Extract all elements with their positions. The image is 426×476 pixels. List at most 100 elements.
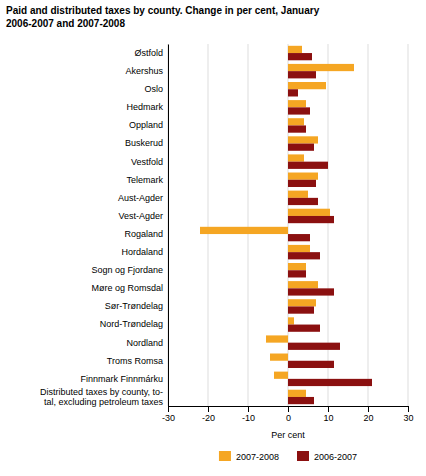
y-tick: Sogn og Fjordane <box>91 265 168 275</box>
y-tick-label: Rogaland <box>124 229 163 239</box>
y-tick-label-line: Oslo <box>144 84 163 94</box>
y-tick-label-line: Telemark <box>126 175 163 185</box>
y-tick: Oppland <box>129 120 168 130</box>
bar <box>288 216 334 223</box>
legend: 2007-2008 2006-2007 <box>219 451 357 462</box>
legend-label: 2007-2008 <box>236 452 279 462</box>
y-tick-label-line: Nord-Trøndelag <box>100 319 163 329</box>
x-tick: -20 <box>202 406 215 423</box>
y-tick: Akershus <box>125 66 168 76</box>
grid-line <box>208 44 209 406</box>
bar <box>288 245 310 252</box>
bar <box>288 288 334 295</box>
x-axis-title: Per cent <box>271 430 305 440</box>
y-tick-label-line: Hordaland <box>121 247 163 257</box>
y-tick-label-line: Rogaland <box>124 229 163 239</box>
title-line: Paid and distributed taxes by county. Ch… <box>6 5 320 16</box>
bar-series <box>200 46 354 397</box>
x-tick: 10 <box>323 406 333 423</box>
bar <box>288 173 318 180</box>
x-tick: 30 <box>403 406 413 423</box>
legend-item: 2006-2007 <box>297 451 357 462</box>
bar <box>266 335 288 342</box>
y-tick-label: Akershus <box>125 66 163 76</box>
x-tick: -30 <box>162 406 175 423</box>
y-tick-label: Troms Romsa <box>107 356 163 366</box>
x-tick-mark <box>368 406 369 412</box>
bar <box>288 270 306 277</box>
bar <box>288 325 320 332</box>
y-tick: Oslo <box>144 84 168 94</box>
bar <box>288 234 310 241</box>
bar <box>288 209 330 216</box>
y-tick: Møre og Romsdal <box>91 283 168 293</box>
y-axis: Østfold Akershus Oslo Hedmark Oppland Buskeru… <box>40 45 168 407</box>
x-tick-label: 20 <box>363 413 373 423</box>
grid-line <box>288 44 289 406</box>
grid <box>168 44 408 406</box>
bar <box>288 136 318 143</box>
bar <box>288 89 298 96</box>
x-tick: -10 <box>242 406 255 423</box>
y-tick-label: Distributed taxes by county, to-tal, exc… <box>40 387 163 407</box>
bar <box>288 343 340 350</box>
bar <box>288 162 328 169</box>
y-tick-label: Vest-Agder <box>118 211 163 221</box>
bar <box>274 372 288 379</box>
grid-line <box>408 44 409 406</box>
y-tick-label-line: Distributed taxes by county, to- <box>40 387 163 397</box>
x-tick-label: 30 <box>403 413 413 423</box>
y-tick-label: Nord-Trøndelag <box>100 319 163 329</box>
y-tick-label-line: Vestfold <box>131 157 163 167</box>
bar <box>288 397 314 404</box>
x-axis: -30 -20 -10 0 10 20 30 <box>162 406 414 423</box>
bar <box>288 252 320 259</box>
plot-area: -30 -20 -10 0 10 20 30 Østfold Akershus Oslo Hedma… <box>40 44 413 440</box>
bar <box>288 154 304 161</box>
y-tick-label: Møre og Romsdal <box>91 283 163 293</box>
bar <box>288 390 306 397</box>
bar <box>288 107 310 114</box>
x-tick-label: -30 <box>162 413 175 423</box>
y-tick: Troms Romsa <box>107 356 168 366</box>
bar <box>270 354 288 361</box>
y-tick: Sør-Trøndelag <box>105 301 168 311</box>
x-tick: 0 <box>286 406 291 423</box>
y-tick-label-line: Nordland <box>126 338 163 348</box>
legend-swatch <box>297 451 309 461</box>
legend-item: 2007-2008 <box>219 451 279 462</box>
x-tick: 20 <box>363 406 373 423</box>
y-axis-line <box>168 45 169 407</box>
title-line: 2006-2007 and 2007-2008 <box>6 18 125 29</box>
y-tick: Telemark <box>126 175 168 185</box>
x-tick-mark <box>168 406 169 412</box>
y-tick-label: Oslo <box>144 84 163 94</box>
y-tick: Distributed taxes by county, to-tal, exc… <box>40 387 168 407</box>
y-tick: Finnmark Finnmárku <box>80 374 168 384</box>
y-tick-label: Sør-Trøndelag <box>105 301 163 311</box>
bar <box>288 125 306 132</box>
y-tick-label: Aust-Agder <box>118 193 163 203</box>
grid-line <box>168 44 169 406</box>
chart-svg: Paid and distributed taxes by county. Ch… <box>0 0 426 476</box>
bar <box>288 46 302 53</box>
y-tick: Nordland <box>126 338 168 348</box>
bar <box>288 180 316 187</box>
y-tick-label: Hordaland <box>121 247 163 257</box>
bar <box>288 71 316 78</box>
bar <box>288 198 318 205</box>
bar-series <box>288 53 372 404</box>
bar <box>288 299 316 306</box>
x-tick-mark <box>248 406 249 412</box>
y-tick-label: Buskerud <box>125 138 163 148</box>
x-tick-label: 10 <box>323 413 333 423</box>
bar <box>288 191 308 198</box>
x-tick-label: 0 <box>286 413 291 423</box>
y-tick-label: Sogn og Fjordane <box>91 265 163 275</box>
bar <box>288 53 312 60</box>
x-tick-mark <box>328 406 329 412</box>
y-tick: Vest-Agder <box>118 211 168 221</box>
y-tick: Østfold <box>134 48 168 58</box>
y-tick: Hedmark <box>126 102 168 112</box>
x-tick-label: -20 <box>202 413 215 423</box>
